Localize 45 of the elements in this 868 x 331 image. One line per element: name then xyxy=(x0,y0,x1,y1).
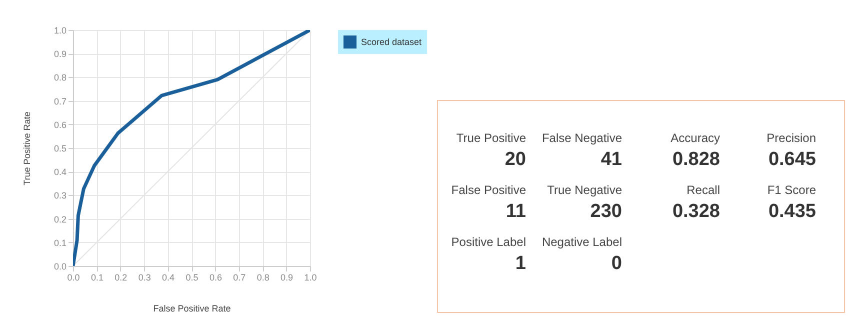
text: False Positive xyxy=(450,183,526,197)
text: Negative Label xyxy=(540,235,622,249)
y-tick-label: 0.1 xyxy=(54,238,66,248)
y-tick-label: 0.5 xyxy=(54,144,66,154)
y-axis-title: True Positive Rate xyxy=(22,112,32,186)
x-tick-label: 0.8 xyxy=(256,272,270,282)
x-tick-label: 0.3 xyxy=(138,272,151,282)
text: 1 xyxy=(514,253,526,275)
text: 0.435 xyxy=(767,201,816,223)
y-tick-label: 0.6 xyxy=(54,120,66,130)
text: 11 xyxy=(504,201,526,223)
x-tick-label: 0.7 xyxy=(233,272,246,282)
text: Positive Label xyxy=(450,235,526,249)
x-tick-label: 0.5 xyxy=(186,272,198,282)
text: 0 xyxy=(610,253,622,275)
text: 0.828 xyxy=(671,149,720,171)
y-tick-label: 0.3 xyxy=(54,190,66,201)
y-tick-label: 0.0 xyxy=(54,262,66,272)
text: F1 Score xyxy=(766,183,816,197)
text: 20 xyxy=(504,149,526,171)
text: Recall xyxy=(686,183,720,197)
x-tick-label: 0.1 xyxy=(90,272,104,282)
y-tick-label: 1.0 xyxy=(54,26,66,36)
y-tick-label: 0.9 xyxy=(54,49,66,60)
x-tick-label: 0.4 xyxy=(162,272,175,282)
text: 0.645 xyxy=(767,149,816,171)
text: 41 xyxy=(600,149,622,171)
text: Accuracy xyxy=(670,131,720,145)
text: 230 xyxy=(589,201,622,223)
x-tick-label: 0.9 xyxy=(280,272,294,282)
x-tick-label: 0.0 xyxy=(67,272,80,282)
text: True Negative xyxy=(546,183,622,197)
x-tick-label: 0.6 xyxy=(209,272,222,282)
text: False Negative xyxy=(540,131,622,145)
x-tick-label: 1.0 xyxy=(304,272,317,282)
y-tick-label: 0.4 xyxy=(54,167,66,178)
y-tick-label: 0.7 xyxy=(54,96,66,106)
text: 0.328 xyxy=(671,201,720,223)
y-tick-label: 0.2 xyxy=(54,214,66,224)
x-axis-title: False Positive Rate xyxy=(153,304,231,314)
y-tick-label: 0.8 xyxy=(54,72,66,83)
text: Precision xyxy=(766,131,816,145)
text: True Positive xyxy=(455,131,526,145)
x-tick-label: 0.2 xyxy=(114,272,128,282)
legend-label: Scored dataset xyxy=(361,37,422,47)
